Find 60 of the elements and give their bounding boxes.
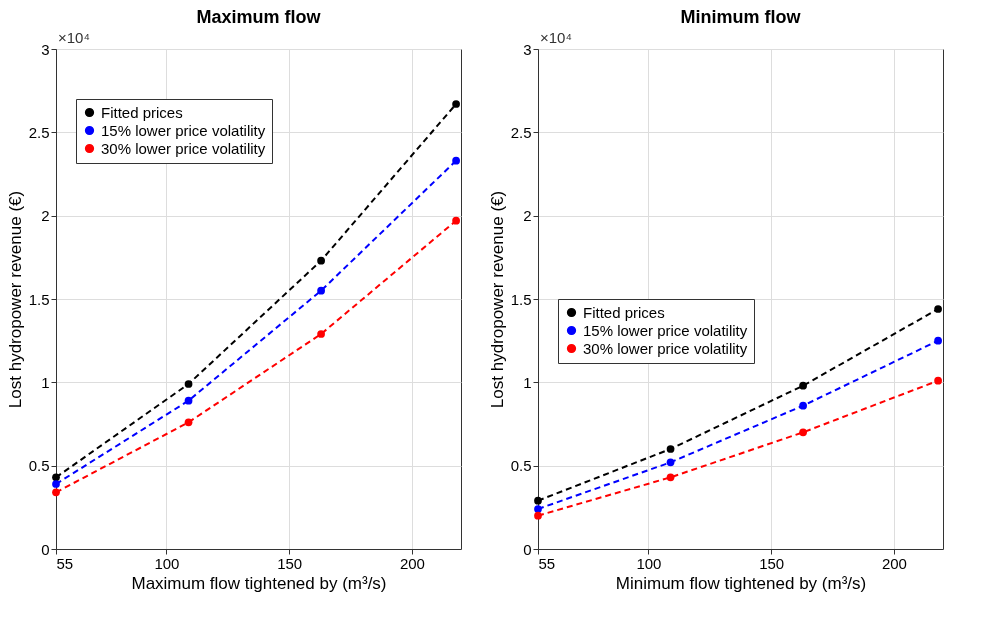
x-tick-label: 150	[277, 554, 303, 572]
x-tick-label: 200	[881, 554, 907, 572]
point	[799, 428, 807, 437]
x-axis-title: Maximum flow tightened by (m³/s)	[131, 573, 387, 593]
point	[666, 458, 675, 467]
text: ×10⁴	[540, 29, 572, 46]
y-tick-label: 0	[523, 540, 532, 558]
x-axis-title: Minimum flow tightened by (m³/s)	[615, 573, 867, 593]
legend-label: 30% lower price volatility	[101, 139, 266, 157]
y-tick-label: 2.5	[28, 123, 50, 141]
point	[799, 381, 807, 390]
point	[452, 216, 460, 225]
y-tick-label: 1.5	[28, 290, 50, 308]
point	[666, 473, 675, 482]
point	[534, 505, 542, 513]
chart-title: Maximum flow	[196, 7, 322, 27]
legend-label: Fitted prices	[101, 103, 183, 121]
point	[184, 380, 193, 388]
point	[934, 305, 942, 313]
x-tick-label: 100	[636, 554, 662, 572]
point	[52, 473, 60, 482]
point	[934, 336, 942, 345]
point	[52, 480, 60, 488]
point	[52, 488, 60, 497]
y-tick-label: 2.5	[510, 123, 532, 141]
y-axis-title: Lost hydropower revenue (€)	[487, 190, 507, 409]
point	[666, 445, 675, 453]
legend-label: 15% lower price volatility	[101, 121, 266, 139]
y-tick-label: 1.5	[510, 290, 532, 308]
legend-label: 15% lower price volatility	[583, 321, 748, 339]
y-axis-title: Lost hydropower revenue (€)	[5, 190, 25, 409]
point	[799, 401, 807, 410]
point	[317, 256, 325, 265]
x-tick-label: 200	[399, 554, 425, 572]
y-tick-label: 0	[41, 540, 50, 558]
point	[534, 496, 542, 505]
point	[184, 396, 193, 405]
point	[317, 286, 325, 295]
point	[934, 376, 942, 385]
x-tick-label: 55	[56, 554, 74, 572]
y-tick-label: 3	[41, 40, 50, 58]
y-tick-label: 2	[523, 207, 532, 225]
x-tick-label: 100	[154, 554, 180, 572]
y-tick-label: 0.5	[510, 457, 532, 475]
y-tick-label: 1	[523, 373, 532, 391]
y-tick-label: 2	[41, 207, 50, 225]
legend-label: Fitted prices	[583, 303, 665, 321]
text: ×10⁴	[58, 29, 90, 46]
y-tick-label: 3	[523, 40, 532, 58]
y-tick-label: 0.5	[28, 457, 50, 475]
x-tick-label: 150	[759, 554, 785, 572]
legend-label: 30% lower price volatility	[583, 339, 748, 357]
point	[534, 511, 542, 520]
chart-title: Minimum flow	[680, 7, 802, 27]
point	[184, 418, 193, 427]
point	[452, 156, 460, 165]
x-tick-label: 55	[538, 554, 556, 572]
point	[452, 100, 460, 108]
y-tick-label: 1	[41, 373, 50, 391]
point	[317, 330, 325, 338]
